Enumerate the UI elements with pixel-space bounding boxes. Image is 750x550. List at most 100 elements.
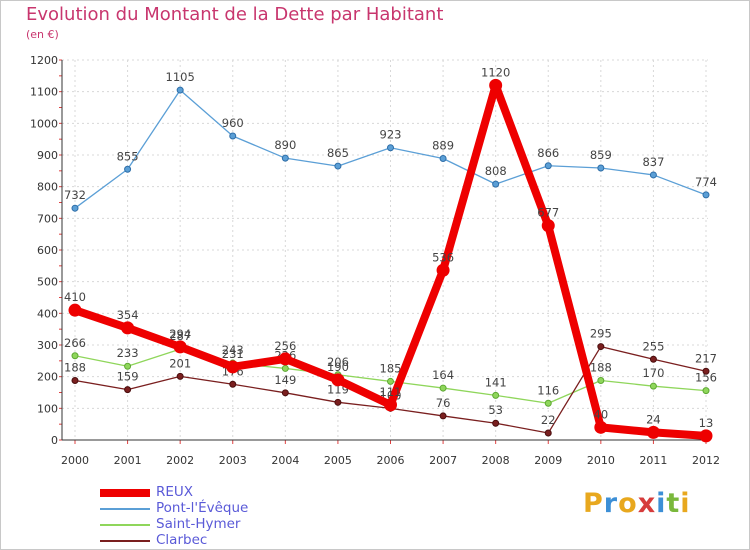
y-tick-label: 600: [37, 244, 58, 257]
data-label-pont-l-eveque: 890: [274, 138, 296, 152]
data-label-reux: 1120: [481, 65, 510, 79]
data-point-clarbec: [281, 389, 289, 397]
data-point-reux: [699, 429, 713, 443]
data-label-pont-l-eveque: 889: [432, 138, 454, 152]
logo-letter: o: [618, 488, 638, 519]
data-point-pont-l-eveque: [124, 165, 132, 173]
data-label-pont-l-eveque: 865: [327, 146, 349, 160]
data-label-pont-l-eveque: 837: [642, 155, 664, 169]
legend-label-pont-l-eveque: Pont-l'Évêque: [156, 500, 249, 516]
y-tick-label: 700: [37, 212, 58, 225]
logo-letter: i: [680, 488, 691, 519]
data-point-pont-l-eveque: [544, 162, 552, 170]
data-point-reux: [384, 398, 397, 412]
data-point-reux: [331, 373, 345, 387]
data-point-clarbec: [544, 429, 552, 437]
data-point-reux: [489, 78, 503, 92]
logo-letter: P: [583, 488, 604, 519]
data-point-reux: [68, 303, 82, 317]
data-label-reux: 40: [594, 407, 609, 421]
data-label-clarbec: 149: [274, 373, 296, 387]
legend-item-clarbec: Clarbec: [100, 532, 400, 549]
data-point-clarbec: [334, 398, 342, 406]
x-tick-label: 2012: [692, 454, 720, 467]
x-tick-label: 2010: [587, 454, 615, 467]
data-point-pont-l-eveque: [387, 144, 394, 152]
data-label-pont-l-eveque: 774: [695, 175, 717, 189]
data-label-saint-hymer: 233: [117, 346, 139, 360]
x-tick-label: 2011: [639, 454, 667, 467]
data-label-clarbec: 255: [642, 339, 664, 353]
chart-title: Evolution du Montant de la Dette par Hab…: [26, 4, 444, 25]
legend-swatch-saint-hymer: [100, 524, 150, 526]
x-tick-label: 2000: [61, 454, 89, 467]
data-label-saint-hymer: 156: [695, 371, 717, 385]
x-tick-label: 2005: [324, 454, 352, 467]
data-label-reux: 294: [169, 327, 191, 341]
data-point-clarbec: [176, 372, 184, 380]
proxiti-logo: Proxiti: [583, 488, 691, 519]
y-tick-label: 1200: [30, 54, 58, 67]
logo-letter: i: [656, 488, 667, 519]
data-point-reux: [173, 340, 187, 354]
legend-label-clarbec: Clarbec: [156, 532, 208, 548]
data-label-reux: 190: [327, 360, 349, 374]
x-tick-label: 2004: [271, 454, 299, 467]
data-label-reux: 256: [274, 339, 296, 353]
data-point-clarbec: [702, 367, 710, 375]
data-point-clarbec: [649, 355, 657, 363]
data-point-pont-l-eveque: [597, 164, 605, 172]
x-tick-label: 2008: [482, 454, 510, 467]
data-point-saint-hymer: [649, 382, 657, 390]
y-tick-label: 1100: [30, 86, 58, 99]
data-point-pont-l-eveque: [176, 86, 184, 94]
data-point-saint-hymer: [492, 391, 500, 399]
data-label-saint-hymer: 164: [432, 368, 454, 382]
legend-label-reux: REUX: [156, 484, 194, 500]
y-tick-label: 300: [37, 339, 58, 352]
y-tick-label: 200: [37, 371, 58, 384]
data-label-reux: 536: [432, 250, 454, 264]
data-point-reux: [121, 321, 135, 335]
data-label-clarbec: 295: [590, 327, 612, 341]
data-label-clarbec: 53: [488, 403, 503, 417]
legend-item-reux: REUX: [100, 484, 400, 501]
legend-item-pont-l-eveque: Pont-l'Évêque: [100, 500, 400, 517]
data-point-saint-hymer: [439, 384, 447, 392]
data-label-saint-hymer: 141: [485, 375, 507, 389]
x-tick-label: 2001: [114, 454, 142, 467]
data-label-clarbec: 76: [436, 396, 451, 410]
x-tick-label: 2003: [219, 454, 247, 467]
data-label-pont-l-eveque: 808: [485, 164, 507, 178]
data-point-pont-l-eveque: [439, 154, 447, 162]
y-tick-label: 500: [37, 276, 58, 289]
data-label-clarbec: 201: [169, 356, 191, 370]
data-label-pont-l-eveque: 923: [380, 128, 402, 142]
data-label-saint-hymer: 206: [327, 355, 349, 369]
legend-swatch-clarbec: [100, 540, 150, 542]
y-tick-label: 900: [37, 149, 58, 162]
data-point-saint-hymer: [702, 387, 710, 395]
data-point-reux: [226, 360, 240, 374]
data-label-saint-hymer: 116: [537, 383, 559, 397]
data-label-reux: 24: [646, 412, 661, 426]
data-label-reux: 13: [699, 416, 714, 430]
legend-label-saint-hymer: Saint-Hymer: [156, 516, 241, 532]
data-point-pont-l-eveque: [71, 204, 79, 212]
legend-item-saint-hymer: Saint-Hymer: [100, 516, 400, 533]
chart-subtitle: (en €): [26, 28, 59, 41]
data-label-pont-l-eveque: 960: [222, 116, 244, 130]
logo-letter: t: [666, 488, 681, 519]
logo-letter: x: [637, 488, 657, 519]
data-point-clarbec: [124, 386, 132, 394]
data-point-reux: [278, 352, 292, 366]
data-point-pont-l-eveque: [649, 171, 657, 179]
data-label-saint-hymer: 287: [169, 329, 191, 343]
data-point-saint-hymer: [387, 377, 394, 385]
data-point-pont-l-eveque: [702, 191, 710, 199]
data-point-pont-l-eveque: [229, 132, 237, 140]
data-label-reux: 354: [117, 308, 139, 322]
chart-legend: REUX Pont-l'Évêque Saint-Hymer Clarbec: [100, 484, 400, 549]
data-point-saint-hymer: [281, 364, 289, 372]
